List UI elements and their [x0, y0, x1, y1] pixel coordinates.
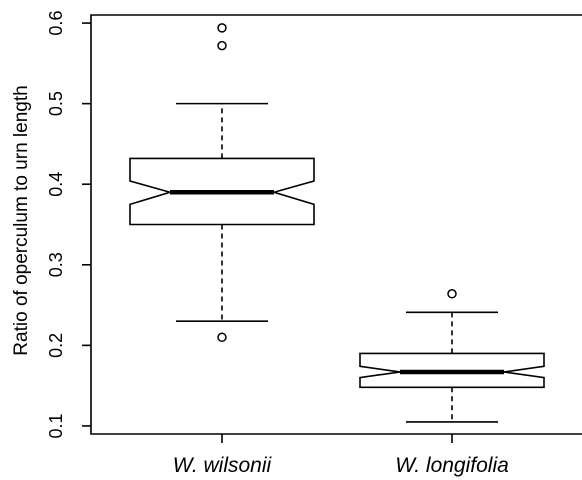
- box-2: [359, 289, 545, 423]
- y-axis: 0.1 0.2 0.3 0.4 0.5 0.6: [46, 11, 91, 438]
- y-tick-label-0.4: 0.4: [46, 172, 66, 197]
- plot-border: [90, 14, 582, 435]
- outlier-point-1: [447, 289, 457, 299]
- y-tick-label-0.2: 0.2: [46, 333, 66, 358]
- y-tick-label-0.3: 0.3: [46, 252, 66, 277]
- y-tick-label-0.6: 0.6: [46, 11, 66, 36]
- outlier-point-3: [217, 23, 227, 33]
- boxes: [129, 23, 545, 423]
- y-tick-label-0.5: 0.5: [46, 91, 66, 116]
- outlier-point-2: [217, 40, 227, 51]
- y-axis-label: Ratio of operculum to urn length: [11, 85, 32, 355]
- y-tick-label-0.1: 0.1: [46, 413, 66, 438]
- x-category-label-1: W. wilsonii: [173, 454, 273, 477]
- outlier-point-1: [217, 332, 227, 343]
- x-axis: W. wilsonii W. longifolia: [173, 434, 509, 477]
- plot-frame: [90, 14, 582, 435]
- box-1: [129, 23, 315, 343]
- x-category-label-2: W. longifolia: [395, 454, 509, 477]
